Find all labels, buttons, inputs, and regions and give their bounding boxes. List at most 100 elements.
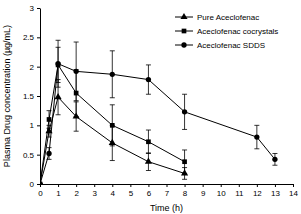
y-tick-mark	[37, 8, 40, 9]
x-tick-label: 1	[56, 189, 61, 198]
legend-entry: Pure Aceclofenac	[175, 13, 259, 22]
x-tick-label: 4	[111, 189, 116, 198]
marker	[73, 69, 78, 74]
legend-marker	[181, 42, 186, 47]
x-axis: 01234567891011121314	[38, 184, 298, 198]
y-tick: 2.5	[23, 33, 40, 42]
error-bar	[182, 150, 187, 173]
y-tick-mark	[37, 96, 40, 97]
x-tick-mark	[203, 184, 204, 187]
error-bar	[146, 65, 151, 94]
y-tick: 0.5	[23, 151, 40, 160]
error-bar	[254, 125, 259, 148]
x-tick: 12	[253, 184, 262, 198]
x-tick-label: 3	[92, 189, 97, 198]
line	[40, 97, 185, 184]
y-tick-mark	[37, 184, 40, 185]
marker	[40, 182, 42, 184]
x-tick: 0	[38, 184, 43, 198]
data-area	[40, 40, 278, 184]
x-tick: 5	[129, 184, 134, 198]
marker	[254, 134, 259, 139]
x-tick-mark	[94, 184, 95, 187]
x-tick: 1	[56, 184, 61, 198]
error-bar	[110, 105, 115, 146]
marker	[146, 77, 151, 82]
x-tick: 10	[217, 184, 226, 198]
y-axis-line	[40, 9, 41, 185]
marker	[110, 72, 115, 77]
x-tick-mark	[76, 184, 77, 187]
y-tick-label: 0.5	[23, 151, 35, 160]
marker	[55, 93, 62, 99]
x-tick-mark	[293, 184, 294, 187]
x-tick: 14	[289, 184, 298, 198]
x-axis-title: Time (h)	[150, 203, 183, 213]
x-tick-label: 5	[129, 189, 134, 198]
x-tick-label: 2	[74, 189, 79, 198]
y-axis: 0 0.5 1 1.5 2 2.5 3	[23, 4, 41, 189]
x-tick: 11	[235, 184, 244, 198]
y-tick-label: 0	[30, 180, 35, 189]
series	[40, 40, 278, 184]
y-tick: 1	[30, 121, 40, 130]
legend-label: Pure Aceclofenac	[197, 13, 259, 22]
chart: 0123456789101112131400.511.522.53Pure Ac…	[0, 0, 301, 214]
x-tick: 2	[74, 184, 79, 198]
x-tick-label: 10	[217, 189, 226, 198]
x-tick-mark	[257, 184, 258, 187]
error-bar	[47, 111, 52, 129]
x-tick: 8	[183, 184, 188, 198]
x-tick: 7	[165, 184, 170, 198]
marker	[46, 151, 51, 156]
x-tick-label: 11	[235, 189, 244, 198]
marker	[47, 117, 52, 122]
error-bar	[74, 42, 79, 101]
x-tick-mark	[221, 184, 222, 187]
marker	[182, 159, 187, 164]
y-tick-label: 2.5	[23, 33, 35, 42]
y-tick: 3	[30, 4, 40, 13]
error-bar	[146, 130, 151, 153]
y-tick: 2	[30, 63, 40, 72]
x-tick-label: 0	[38, 189, 43, 198]
x-tick: 9	[201, 184, 206, 198]
y-tick: 0	[30, 180, 40, 189]
legend-label: Aceclofenac SDDS	[197, 41, 265, 50]
y-tick-mark	[37, 37, 40, 38]
x-tick-label: 6	[147, 189, 152, 198]
y-tick-label: 2	[30, 63, 35, 72]
x-tick-mark	[112, 184, 113, 187]
legend-marker	[180, 13, 187, 19]
marker	[182, 109, 187, 114]
x-tick-mark	[239, 184, 240, 187]
y-tick-label: 3	[30, 4, 35, 13]
y-axis-title: Plasma Drug concentration (µg/mL)	[2, 25, 12, 167]
x-tick-label: 12	[253, 189, 262, 198]
x-tick: 6	[147, 184, 152, 198]
legend: Pure Aceclofenac Aceclofenac cocrystals Ac…	[175, 13, 278, 50]
x-tick-label: 9	[201, 189, 206, 198]
marker	[55, 61, 60, 66]
legend-marker	[182, 29, 187, 34]
x-tick-label: 7	[165, 189, 170, 198]
x-tick: 13	[271, 184, 280, 198]
x-tick: 4	[111, 184, 116, 198]
error-bar	[110, 51, 115, 98]
marker	[146, 139, 151, 144]
y-tick: 1.5	[23, 92, 40, 101]
x-tick-mark	[130, 184, 131, 187]
error-bar	[272, 153, 277, 165]
legend-entry: Aceclofenac cocrystals	[175, 27, 278, 36]
legend-label: Aceclofenac cocrystals	[197, 27, 278, 36]
marker	[40, 181, 43, 184]
x-tick-mark	[148, 184, 149, 187]
y-tick-label: 1	[30, 121, 35, 130]
series	[40, 47, 187, 184]
x-tick: 3	[92, 184, 97, 198]
y-tick-mark	[37, 67, 40, 68]
x-tick-mark	[275, 184, 276, 187]
y-tick-mark	[37, 125, 40, 126]
x-tick-mark	[167, 184, 168, 187]
y-tick-label: 1.5	[23, 92, 35, 101]
